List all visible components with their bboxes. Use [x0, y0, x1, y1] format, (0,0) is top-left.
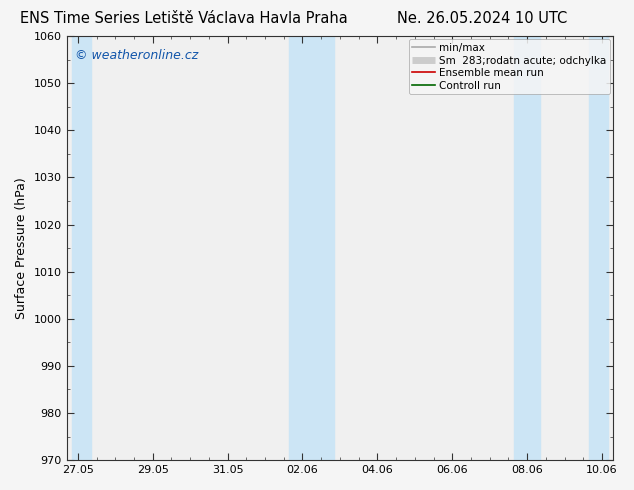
Bar [514, 36, 540, 460]
Text: Ne. 26.05.2024 10 UTC: Ne. 26.05.2024 10 UTC [397, 11, 567, 26]
Y-axis label: Surface Pressure (hPa): Surface Pressure (hPa) [15, 177, 28, 319]
Text: ENS Time Series Letiště Václava Havla Praha: ENS Time Series Letiště Václava Havla Pr… [20, 11, 347, 26]
Bar [589, 36, 607, 460]
Legend: min/max, Sm  283;rodatn acute; odchylka, Ensemble mean run, Controll run: min/max, Sm 283;rodatn acute; odchylka, … [408, 39, 610, 95]
Text: © weatheronline.cz: © weatheronline.cz [75, 49, 198, 62]
Bar [72, 36, 91, 460]
Bar [289, 36, 334, 460]
